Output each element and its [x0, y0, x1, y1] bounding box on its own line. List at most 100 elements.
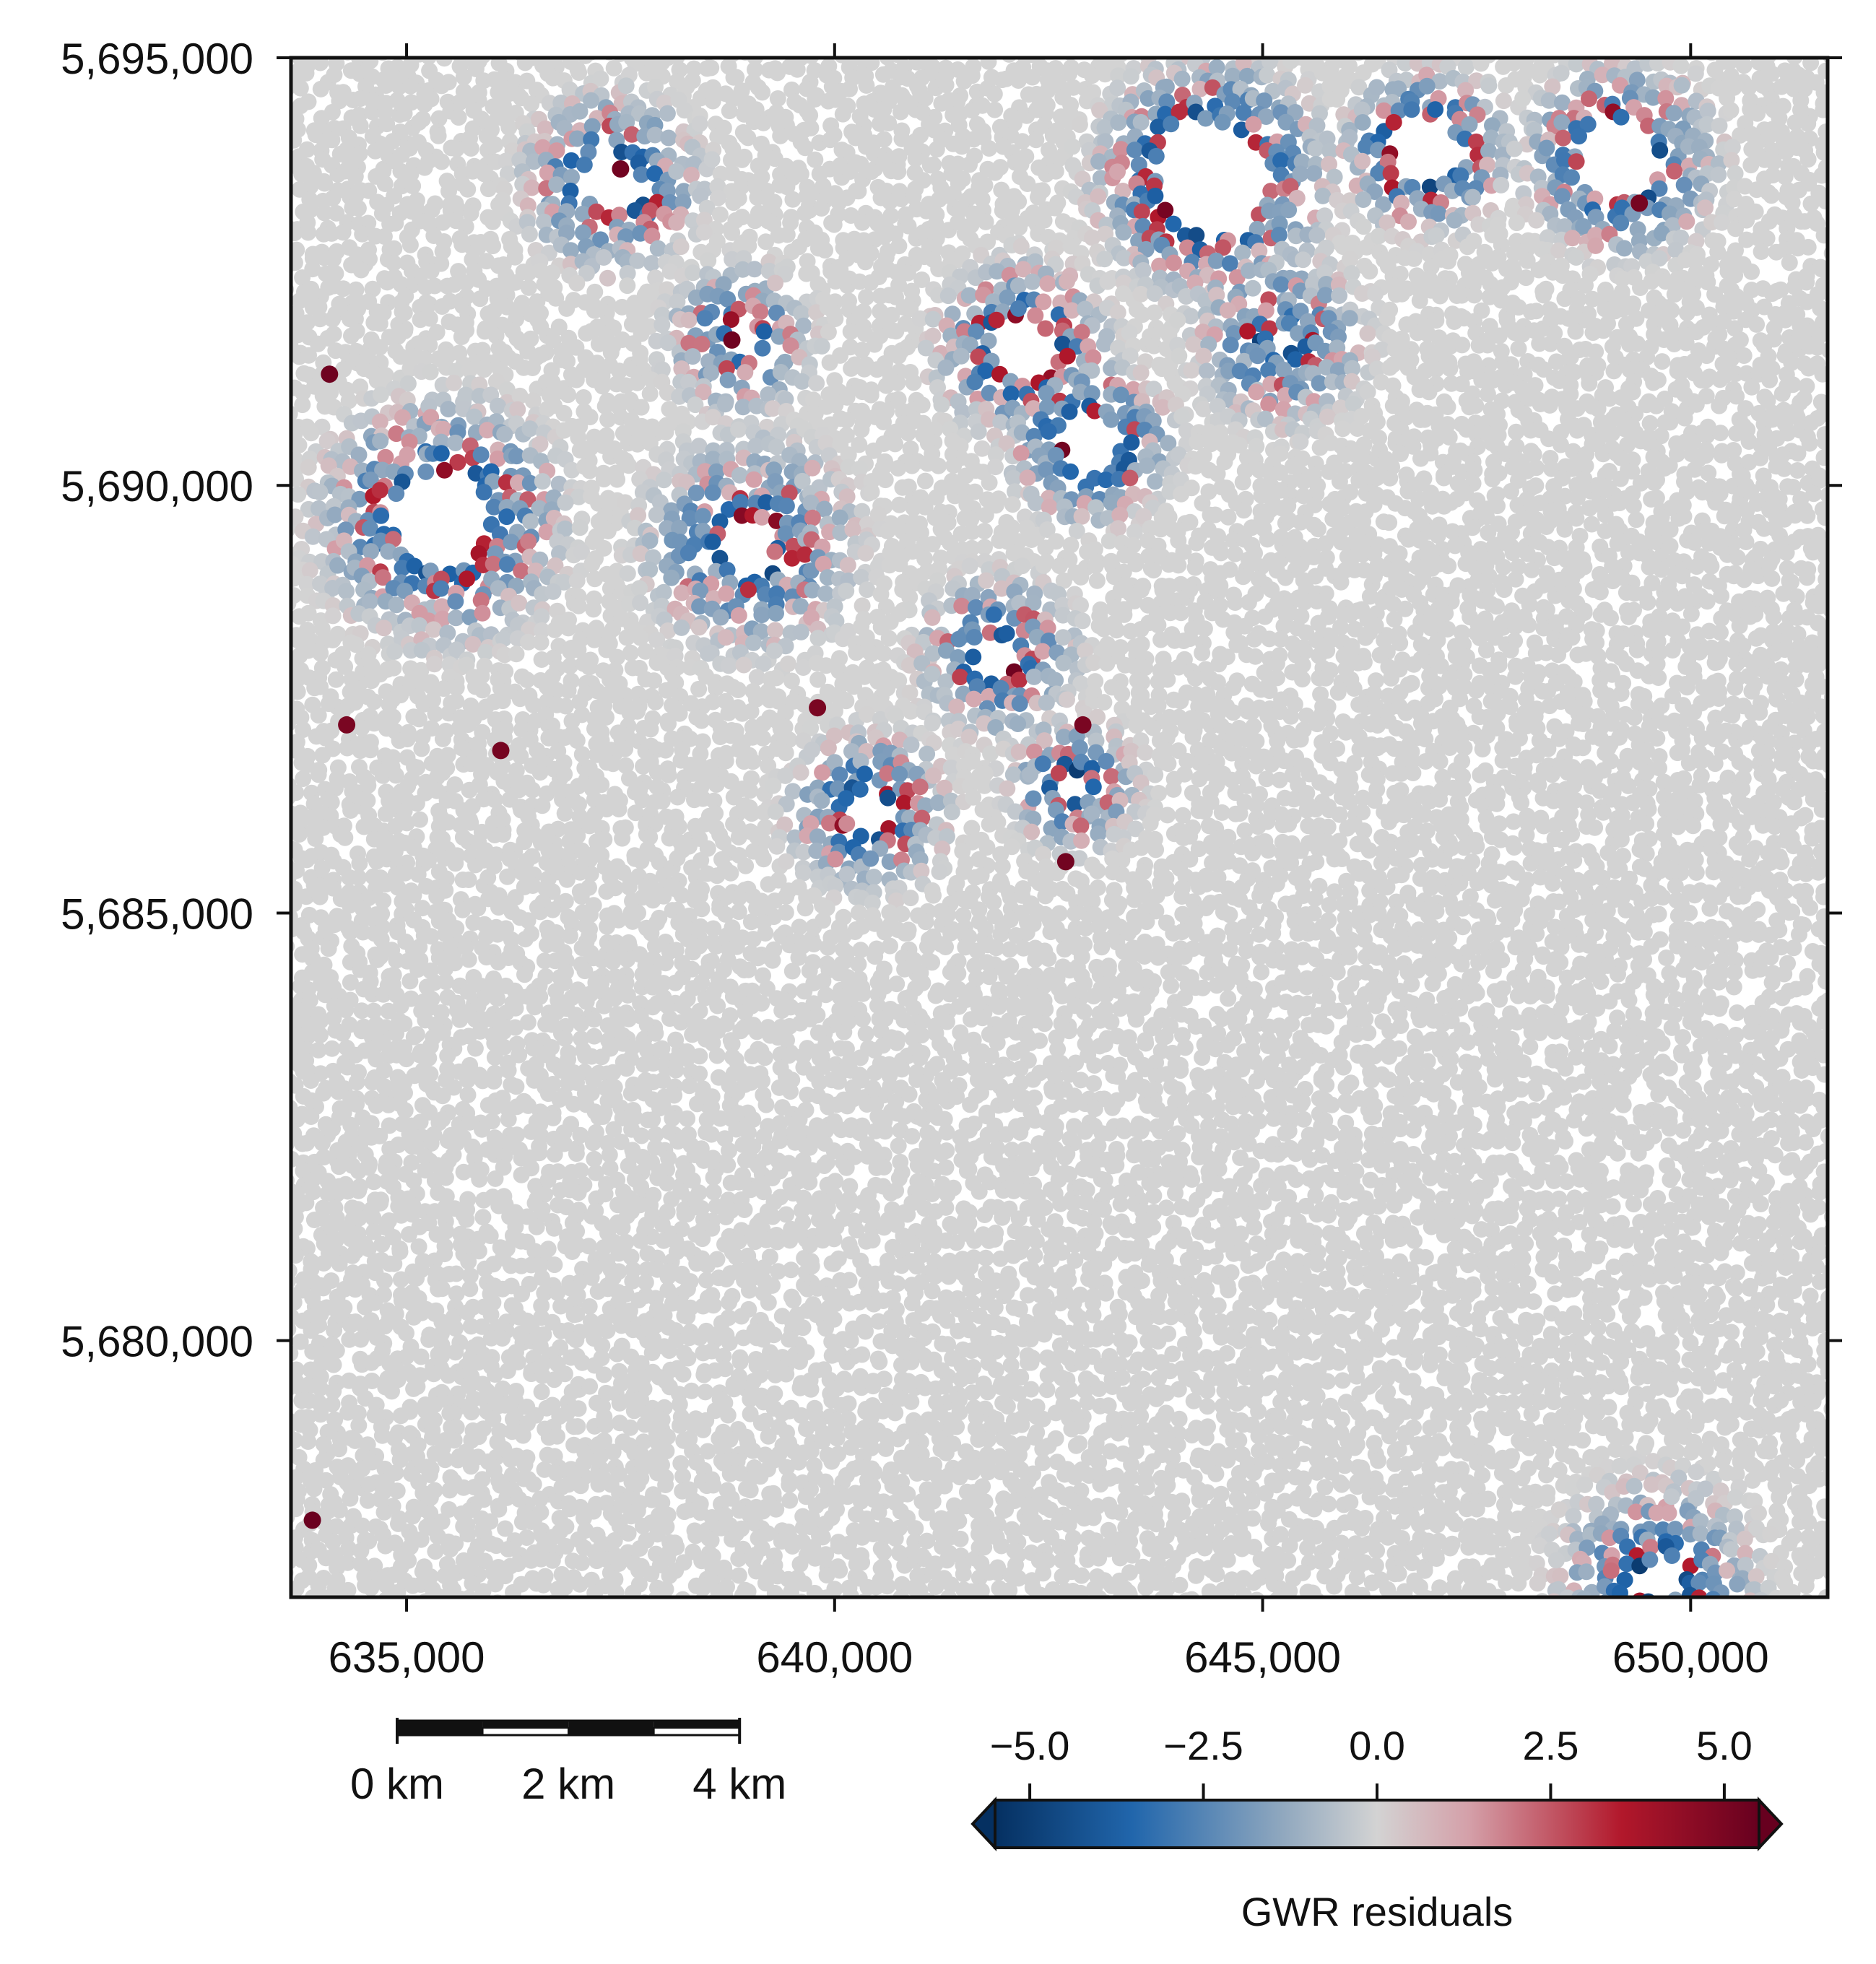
map-point	[1354, 152, 1371, 170]
map-point	[571, 519, 589, 536]
map-point	[484, 213, 501, 230]
map-point	[548, 142, 565, 160]
map-point	[1625, 497, 1642, 515]
map-point	[1554, 469, 1571, 487]
map-point	[739, 129, 757, 147]
map-point	[1662, 414, 1679, 431]
map-point	[1009, 300, 1027, 317]
map-point	[684, 348, 701, 365]
map-point	[617, 77, 635, 95]
map-point	[1109, 79, 1126, 97]
map-point	[1103, 411, 1120, 428]
map-point	[813, 200, 830, 217]
map-point	[1721, 58, 1739, 70]
map-point	[916, 472, 934, 490]
map-point	[364, 103, 381, 121]
map-point	[1828, 353, 1844, 370]
map-point	[397, 287, 414, 305]
map-point	[1099, 273, 1116, 290]
map-point	[1165, 254, 1182, 271]
map-point	[998, 70, 1015, 87]
map-point	[937, 77, 955, 94]
map-point	[1528, 459, 1545, 477]
map-point	[731, 466, 748, 484]
map-point	[1350, 79, 1368, 96]
map-point	[1280, 497, 1297, 515]
map-point	[755, 114, 772, 131]
map-point	[324, 190, 342, 207]
map-point	[1306, 165, 1323, 182]
map-point	[1115, 224, 1132, 241]
map-point	[1009, 72, 1027, 89]
map-point	[1001, 58, 1017, 63]
map-point	[937, 359, 955, 376]
map-point	[1261, 58, 1278, 70]
map-point	[1398, 42, 1415, 58]
map-point	[1502, 274, 1519, 291]
map-point	[1439, 399, 1456, 415]
map-point	[558, 300, 576, 317]
map-point	[583, 118, 601, 135]
map-point	[592, 70, 609, 87]
map-point	[1092, 170, 1109, 187]
map-point	[1353, 101, 1371, 118]
map-point	[1186, 559, 1204, 576]
map-point	[1484, 471, 1501, 487]
map-point	[318, 40, 335, 57]
map-point	[1503, 523, 1520, 541]
map-point	[446, 374, 463, 391]
map-point	[1198, 362, 1215, 380]
map-point	[619, 277, 636, 295]
map-point	[1024, 69, 1041, 86]
map-point	[1171, 103, 1188, 121]
map-point	[1409, 58, 1426, 72]
map-point	[301, 562, 318, 579]
map-point	[458, 322, 475, 339]
map-point	[1831, 563, 1847, 580]
map-point	[703, 151, 721, 168]
map-point	[1743, 263, 1760, 280]
map-point	[629, 374, 646, 391]
map-point	[889, 374, 906, 391]
map-point	[976, 177, 994, 194]
map-point	[1611, 495, 1628, 511]
map-point	[1789, 462, 1806, 479]
map-point	[1110, 67, 1127, 84]
map-point	[1212, 544, 1230, 562]
map-point	[1644, 89, 1662, 106]
map-point	[660, 129, 677, 147]
map-point	[304, 528, 321, 545]
map-point	[858, 289, 875, 305]
map-point	[767, 274, 783, 292]
map-point	[1163, 116, 1180, 133]
map-point	[523, 95, 540, 113]
map-point	[1662, 521, 1679, 539]
map-point	[292, 79, 309, 97]
map-point	[804, 459, 821, 477]
map-point	[696, 310, 713, 327]
map-point	[1452, 167, 1469, 184]
map-point	[291, 208, 292, 214]
map-point	[1828, 222, 1845, 238]
map-point	[755, 323, 773, 340]
map-point	[1215, 42, 1232, 58]
map-point	[475, 484, 492, 501]
map-point	[753, 156, 770, 173]
map-point	[378, 77, 394, 94]
map-point	[563, 168, 580, 186]
map-point	[887, 435, 904, 453]
map-point	[1789, 445, 1807, 462]
map-point	[887, 323, 905, 340]
map-point	[1530, 261, 1547, 279]
map-point	[1321, 155, 1337, 173]
map-point	[583, 131, 600, 148]
map-point	[1220, 508, 1237, 526]
map-point	[1027, 307, 1044, 324]
map-point	[1711, 371, 1729, 388]
map-point	[1134, 262, 1152, 279]
map-point	[754, 84, 771, 101]
map-point	[1367, 285, 1384, 303]
map-point	[385, 40, 401, 57]
map-point	[396, 105, 413, 122]
map-point	[734, 151, 751, 168]
